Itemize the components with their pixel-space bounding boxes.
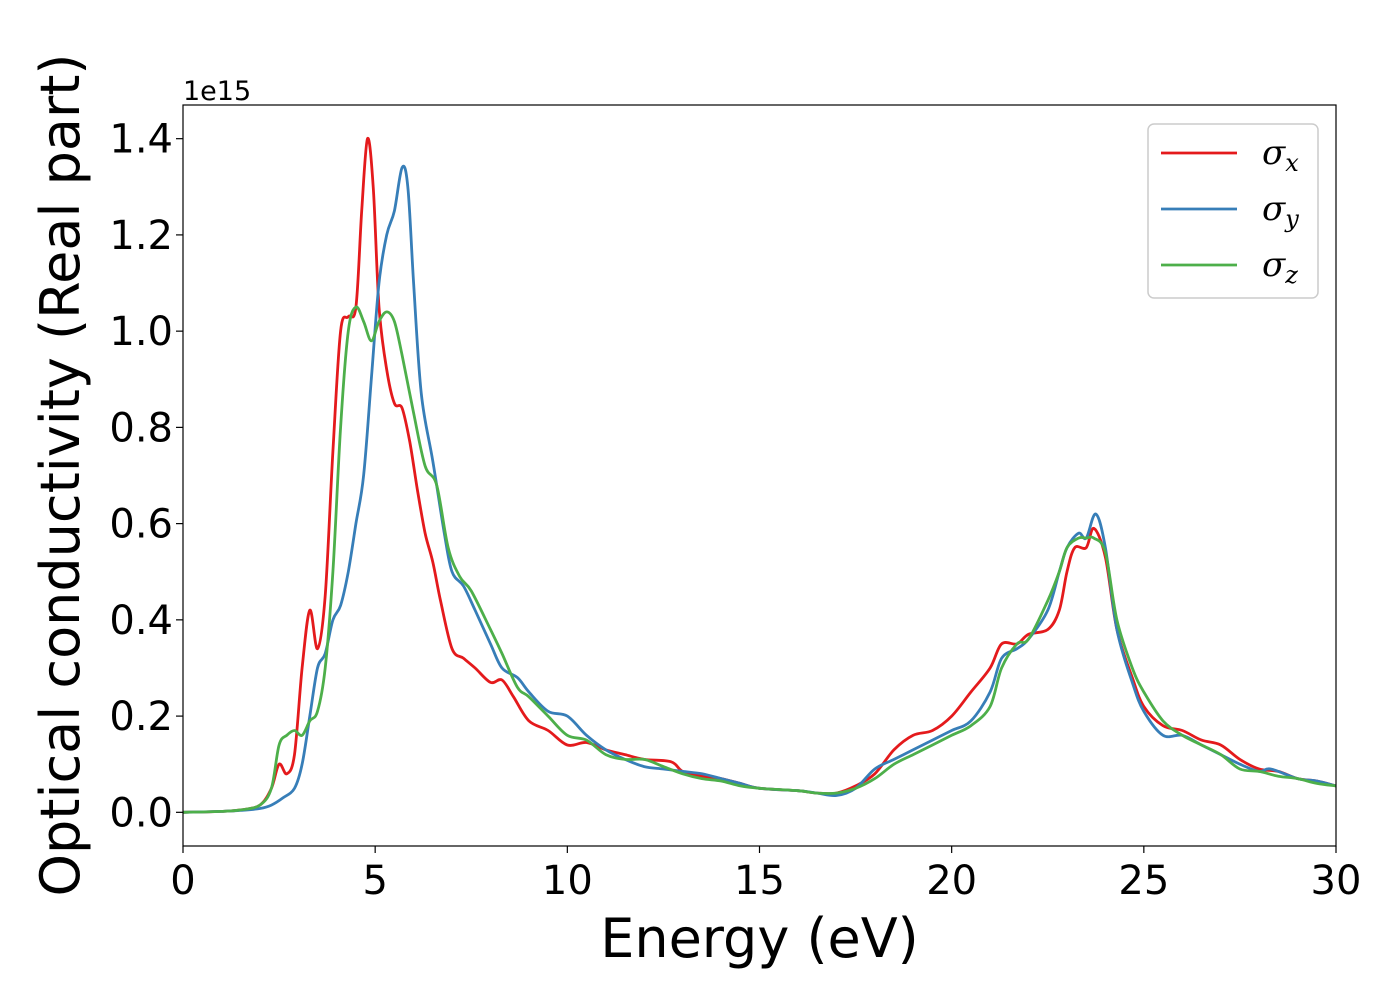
legend-label-base: σ xyxy=(1262,189,1286,229)
y-tick-label: 0.4 xyxy=(109,598,173,644)
x-tick-label: 15 xyxy=(734,858,785,904)
y-tick-label: 1.0 xyxy=(109,309,173,355)
legend-label-base: σ xyxy=(1262,133,1286,173)
legend-label-subscript: x xyxy=(1285,149,1299,177)
legend-label-y: σy xyxy=(1262,189,1299,233)
y-tick-label: 0.0 xyxy=(109,790,173,836)
x-tick-label: 20 xyxy=(926,858,977,904)
series-line-x xyxy=(183,137,1336,814)
x-axis-title: Energy (eV) xyxy=(600,907,919,970)
y-axis-title: Optical conductivity (Real part) xyxy=(29,54,92,897)
legend-label-subscript: z xyxy=(1284,261,1298,289)
legend-box xyxy=(1147,123,1319,299)
y-tick-label: 0.2 xyxy=(109,694,173,740)
y-tick-label: 1.4 xyxy=(109,117,173,163)
x-tick-label: 25 xyxy=(1118,858,1169,904)
x-axis: 0 5 10 15 20 25 30 xyxy=(170,846,1361,904)
y-axis: 0.0 0.2 0.4 0.6 0.8 1.0 1.2 1.4 xyxy=(109,117,183,836)
x-tick-label: 30 xyxy=(1311,858,1362,904)
x-tick-label: 5 xyxy=(362,858,387,904)
legend-label-z: σz xyxy=(1262,245,1298,289)
y-tick-label: 0.6 xyxy=(109,502,173,548)
legend-label-x: σx xyxy=(1262,133,1299,177)
x-tick-label: 10 xyxy=(542,858,593,904)
y-offset-label: 1e15 xyxy=(183,76,251,107)
series-line-y xyxy=(183,164,1336,814)
series-line-z xyxy=(183,305,1336,814)
y-tick-label: 0.8 xyxy=(109,405,173,451)
x-tick-label: 0 xyxy=(170,858,195,904)
series-layer xyxy=(183,137,1336,814)
y-tick-label: 1.2 xyxy=(109,213,173,259)
legend-label-subscript: y xyxy=(1284,205,1299,233)
legend-label-base: σ xyxy=(1262,245,1286,285)
